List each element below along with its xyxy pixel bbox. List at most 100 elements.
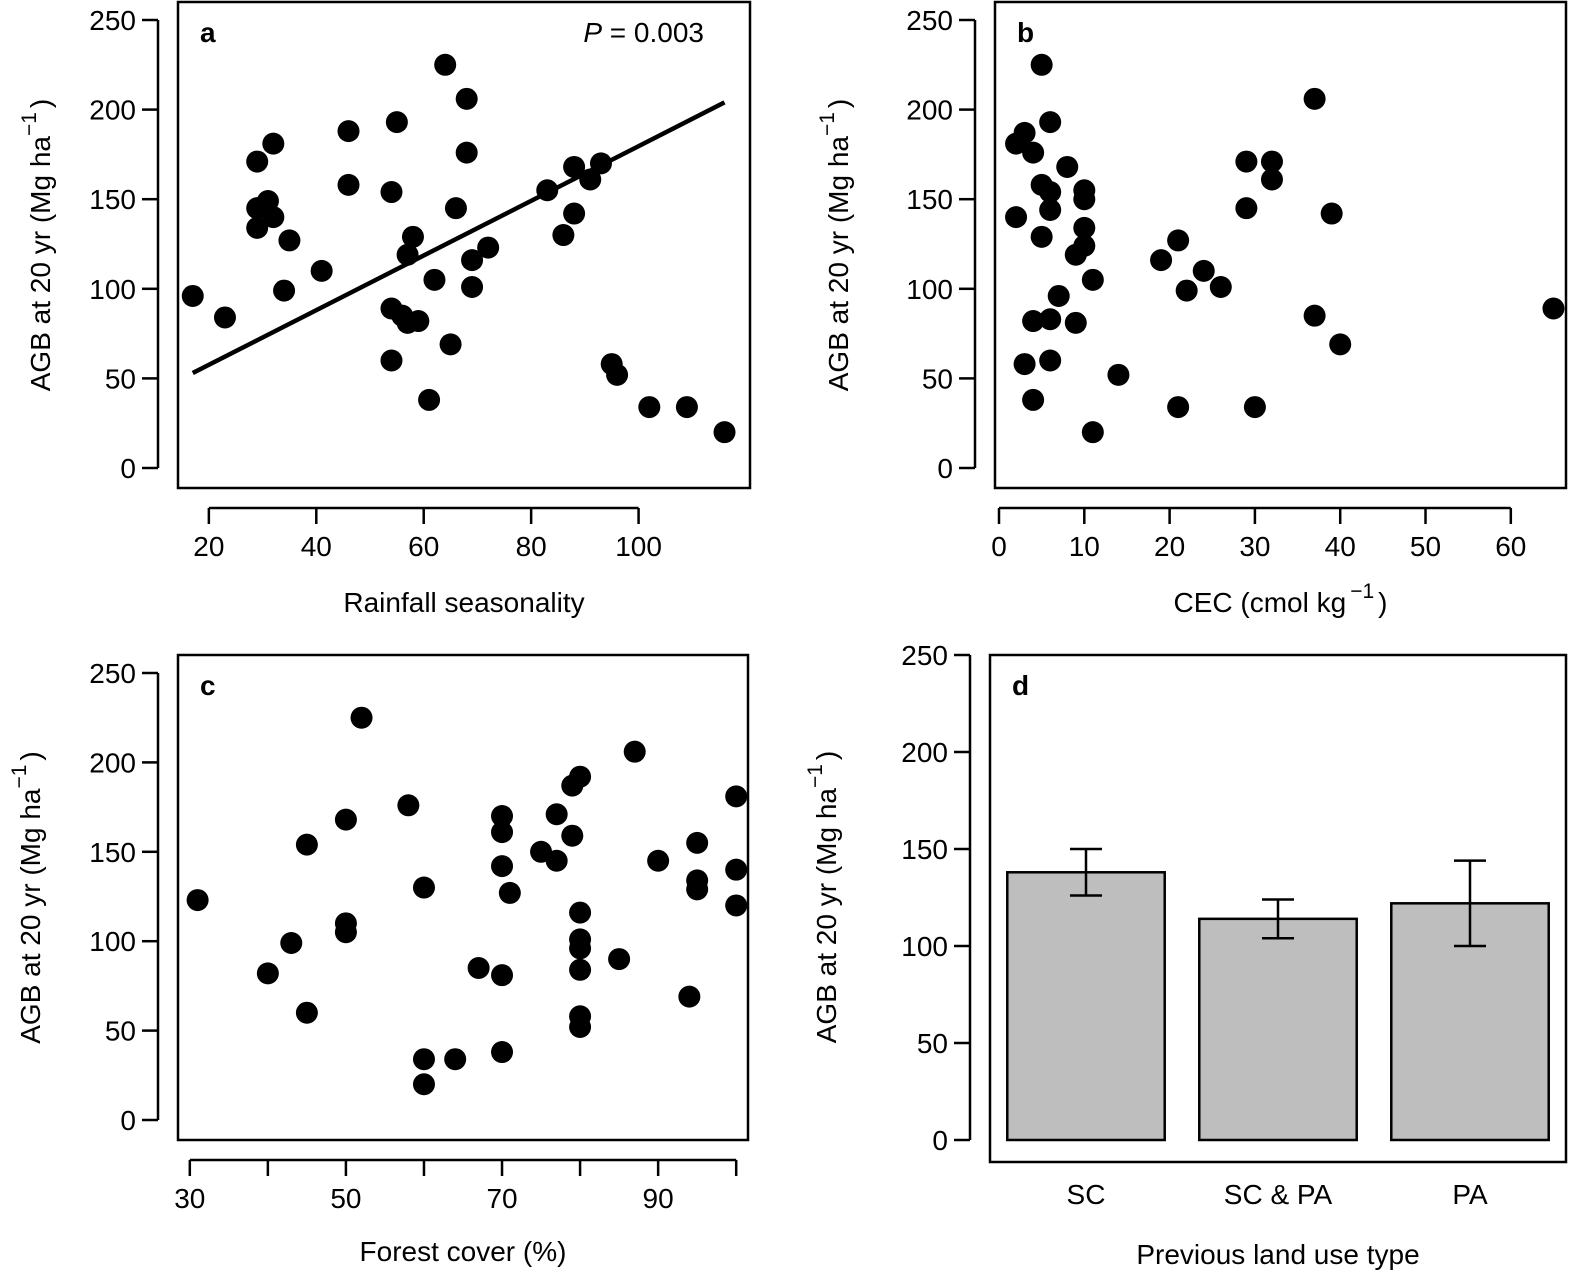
y-axis: 0 50 100 150 200 250 (906, 5, 977, 484)
x-tick-label: 20 (1154, 531, 1185, 562)
plot-frame (993, 0, 1568, 490)
data-point (467, 957, 490, 980)
plot-frame (176, 653, 750, 1142)
x-tick-label: 60 (1495, 531, 1526, 562)
data-point (563, 202, 586, 225)
bars (1006, 847, 1550, 1142)
y-tick-label: 200 (901, 737, 948, 768)
data-point (678, 985, 701, 1008)
data-point (412, 876, 435, 899)
y-axis-title-exponent: −1 (804, 764, 827, 788)
data-point (545, 849, 568, 872)
y-tick-label: 50 (105, 363, 136, 394)
data-point (439, 333, 462, 356)
y-tick-label: 0 (120, 453, 136, 484)
x-tick-label: 20 (193, 531, 224, 562)
x-tick-label: 10 (1069, 531, 1100, 562)
y-tick-label: 0 (932, 1125, 948, 1156)
data-point (675, 396, 698, 419)
x-category-label: PA (1452, 1179, 1488, 1210)
data-point (1022, 388, 1045, 411)
y-tick-label: 250 (89, 658, 136, 689)
data-point (1030, 225, 1053, 248)
y-tick-label: 50 (105, 1016, 136, 1047)
data-point (623, 740, 646, 763)
data-point (186, 889, 209, 912)
data-point (491, 855, 514, 878)
chart-panel-d: d 0 50 100 150 200 250 SC SC & PA PA Previous land… (804, 640, 1568, 1270)
y-tick-label: 200 (89, 95, 136, 126)
x-tick-label: 50 (1410, 531, 1441, 562)
data-point (569, 901, 592, 924)
data-point (412, 1048, 435, 1071)
data-point (606, 363, 629, 386)
y-tick-label: 100 (906, 274, 953, 305)
data-point (280, 931, 303, 954)
data-point (1013, 121, 1036, 144)
data-point (1167, 396, 1190, 419)
data-point (423, 268, 446, 291)
x-category-label: SC & PA (1224, 1179, 1333, 1210)
data-point (713, 421, 736, 444)
y-axis-title: AGB at 20 yr (Mg ha−1) (8, 751, 46, 1044)
data-point (1039, 198, 1062, 221)
data-point (1039, 308, 1062, 331)
data-point (1150, 249, 1173, 272)
data-point (397, 794, 420, 817)
data-point (1235, 197, 1258, 220)
y-axis-title: AGB at 20 yr (Mg ha−1) (18, 99, 56, 392)
data-point (334, 921, 357, 944)
x-axis-title: Rainfall seasonality (343, 587, 584, 618)
data-point (262, 132, 285, 155)
data-point (1303, 304, 1326, 327)
data-point (1073, 234, 1096, 257)
data-point (1073, 216, 1096, 239)
data-point (536, 179, 559, 202)
scatter-points (1005, 53, 1565, 444)
x-axis-title-close: ) (1378, 587, 1387, 618)
data-point (1542, 297, 1565, 320)
y-tick-label: 150 (906, 184, 953, 215)
data-point (569, 1016, 592, 1039)
data-point (1030, 53, 1053, 76)
x-tick-label: 60 (408, 531, 439, 562)
data-point (262, 206, 285, 229)
data-point (1039, 111, 1062, 134)
x-tick-label: 70 (486, 1183, 517, 1214)
data-point (337, 173, 360, 196)
data-point (461, 249, 484, 272)
data-point (213, 306, 236, 329)
data-point (444, 197, 467, 220)
y-axis-title-main: AGB at 20 yr (Mg ha (15, 788, 46, 1044)
data-point (552, 224, 575, 247)
y-axis-title-exponent: −1 (18, 112, 41, 136)
y-axis-title-main: AGB at 20 yr (Mg ha (811, 788, 842, 1044)
data-point (455, 141, 478, 164)
data-point (310, 259, 333, 282)
data-point (477, 236, 500, 259)
data-point (1243, 396, 1266, 419)
data-point (444, 1048, 467, 1071)
data-point (491, 964, 514, 987)
y-axis-title: AGB at 20 yr (Mg ha−1) (816, 99, 854, 392)
data-point (1047, 284, 1070, 307)
data-point (563, 155, 586, 178)
y-axis-title-main: AGB at 20 yr (Mg ha (823, 136, 854, 392)
x-axis-title-exponent: −1 (1350, 580, 1374, 603)
data-point (295, 833, 318, 856)
data-point (418, 388, 441, 411)
data-point (380, 181, 403, 204)
p-value-text: = 0.003 (602, 17, 704, 48)
x-tick-label: 40 (1325, 531, 1356, 562)
data-point (686, 878, 709, 901)
y-tick-label: 0 (937, 453, 953, 484)
y-axis-title-close: ) (25, 99, 56, 108)
chart-panel-a: a 0 50 100 150 200 250 20 40 60 80 100 P = 0.003 Rain… (18, 0, 752, 618)
x-tick-label: 30 (174, 1183, 205, 1214)
panel-letter: a (200, 17, 216, 48)
data-point (380, 349, 403, 372)
data-point (1192, 259, 1215, 282)
y-tick-label: 200 (89, 747, 136, 778)
y-tick-label: 250 (906, 5, 953, 36)
y-axis-title: AGB at 20 yr (Mg ha−1) (804, 751, 842, 1044)
